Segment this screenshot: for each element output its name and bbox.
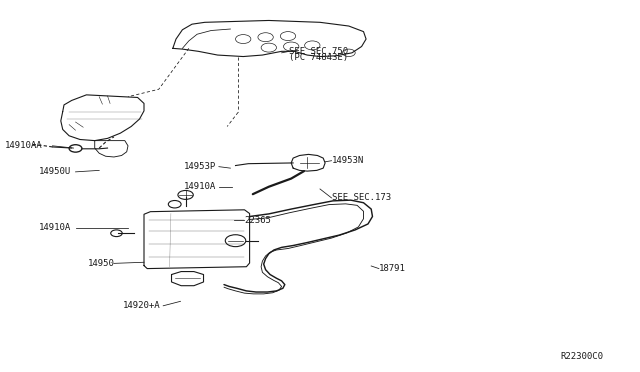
Text: 14920+A: 14920+A [123,301,161,310]
Text: (PC 74843E): (PC 74843E) [289,53,348,62]
Text: 14953P: 14953P [184,162,216,171]
Text: 14910A: 14910A [184,182,216,191]
Text: 14910A: 14910A [38,223,70,232]
Text: 14910AA: 14910AA [5,141,43,150]
Text: SEE SEC.750: SEE SEC.750 [289,47,348,56]
Text: 14950: 14950 [88,259,115,268]
Text: 18791: 18791 [379,264,406,273]
Text: 14950U: 14950U [38,167,70,176]
Text: SEE SEC.173: SEE SEC.173 [332,193,390,202]
Text: R22300C0: R22300C0 [560,352,603,361]
Text: 22365: 22365 [244,216,271,225]
Text: 14953N: 14953N [332,156,364,165]
